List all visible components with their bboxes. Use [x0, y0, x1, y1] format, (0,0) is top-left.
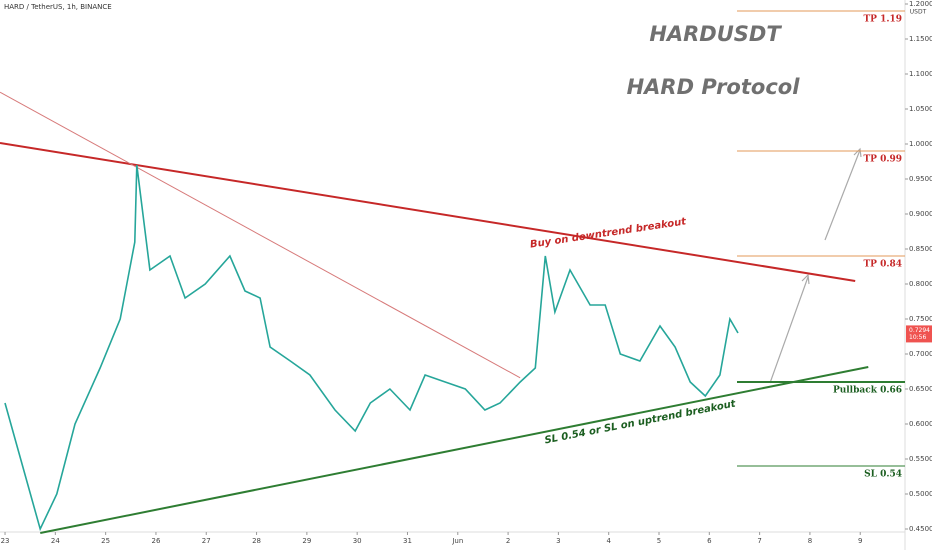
- x-tick-label: 31: [403, 537, 412, 545]
- x-tick-label: 3: [556, 537, 560, 545]
- x-tick-label: 4: [606, 537, 611, 545]
- x-tick-label: 25: [101, 537, 110, 545]
- x-tick-label: 8: [808, 537, 812, 545]
- y-tick-label: 0.8500: [909, 245, 932, 253]
- y-tick-label: 0.9500: [909, 175, 932, 183]
- trend-line: [40, 366, 869, 534]
- y-tick-label: 0.5500: [909, 455, 932, 463]
- y-tick-label: 0.5000: [909, 490, 932, 498]
- arrow: [769, 276, 809, 384]
- x-tick-label: Jun: [451, 537, 463, 545]
- header: HARD / TetherUS, 1h, BINANCE: [4, 3, 112, 11]
- trend-line: [0, 142, 856, 282]
- level-label: TP 1.19: [863, 14, 902, 24]
- arrow: [824, 149, 861, 241]
- x-tick-label: 29: [302, 537, 311, 545]
- last-time: 10:56: [909, 334, 926, 341]
- chart-title: HARDUSDT: [649, 22, 782, 46]
- y-tick-label: 0.7500: [909, 315, 932, 323]
- trend-line: [0, 91, 521, 379]
- x-tick-label: 7: [757, 537, 761, 545]
- arrow-head: [853, 147, 862, 158]
- x-tick-label: 6: [707, 537, 712, 545]
- y-tick-label: 0.6500: [909, 385, 932, 393]
- y-tick-label: 0.8000: [909, 280, 932, 288]
- y-tick-label: 1.0500: [909, 105, 932, 113]
- x-tick-label: 26: [151, 537, 160, 545]
- x-tick-label: 9: [858, 537, 862, 545]
- x-tick-label: 27: [202, 537, 211, 545]
- level-label: TP 0.99: [863, 154, 902, 164]
- arrow-head: [801, 273, 810, 285]
- y-tick-label: 0.4500: [909, 525, 932, 533]
- x-tick-label: 5: [657, 537, 661, 545]
- price-line: [4, 164, 739, 532]
- level-label: SL 0.54: [864, 469, 902, 479]
- x-tick-label: 28: [252, 537, 261, 545]
- x-tick-label: 23: [1, 537, 10, 545]
- y-tick-label: 1.0000: [909, 140, 932, 148]
- axis-unit: USDT: [910, 9, 927, 16]
- level-label: TP 0.84: [863, 259, 902, 269]
- y-tick-label: 1.2000: [909, 0, 932, 8]
- y-tick-label: 0.7000: [909, 350, 932, 358]
- x-tick-label: 24: [51, 537, 60, 545]
- x-tick-label: 2: [506, 537, 510, 545]
- last-price: 0.7294: [909, 327, 930, 334]
- y-tick-label: 0.6000: [909, 420, 932, 428]
- last-price-box: [906, 325, 932, 343]
- chart-subtitle: HARD Protocol: [627, 75, 801, 99]
- y-tick-label: 1.1000: [909, 70, 932, 78]
- y-tick-label: 0.9000: [909, 210, 932, 218]
- x-tick-label: 30: [353, 537, 362, 545]
- level-label: Pullback 0.66: [833, 385, 902, 395]
- y-tick-label: 1.1500: [909, 35, 932, 43]
